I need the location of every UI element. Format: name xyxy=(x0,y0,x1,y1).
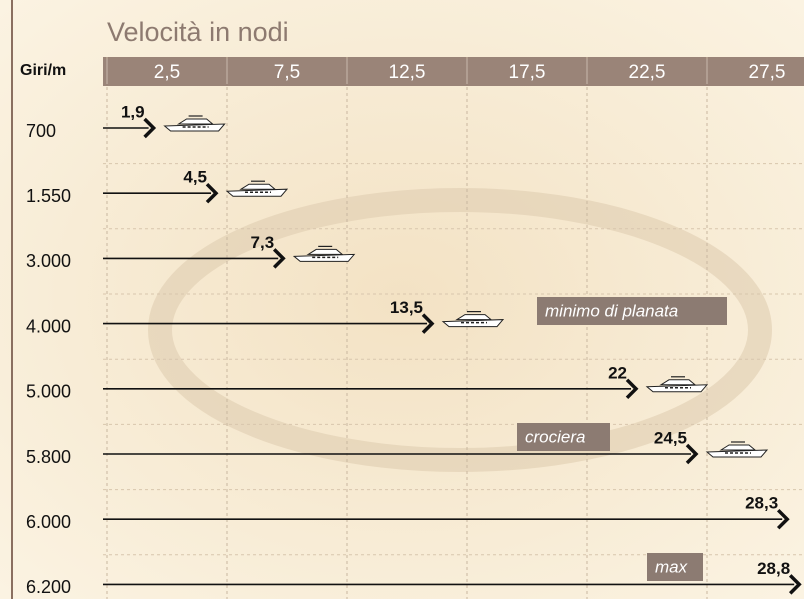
y-tick-label: 6.000 xyxy=(26,512,71,532)
y-tick-label: 6.200 xyxy=(26,577,71,597)
value-label: 13,5 xyxy=(390,298,423,317)
chart-title: Velocità in nodi xyxy=(107,17,289,47)
y-tick-label: 5.000 xyxy=(26,382,71,402)
value-label: 28,8 xyxy=(757,559,790,578)
annotation: minimo di planata xyxy=(545,301,678,320)
y-tick-label: 3.000 xyxy=(26,251,71,271)
chart: Velocità in nodi Giri/m 2,5 7,5 12,5 17,5 22… xyxy=(0,0,804,599)
value-label: 4,5 xyxy=(183,168,207,187)
value-label: 28,3 xyxy=(745,494,778,513)
x-tick-label: 17,5 xyxy=(509,62,546,83)
value-label: 1,9 xyxy=(121,102,145,121)
y-axis-title: Giri/m xyxy=(20,62,66,79)
x-tick-label: 7,5 xyxy=(274,62,300,83)
value-label: 24,5 xyxy=(654,428,687,447)
x-tick-label: 2,5 xyxy=(154,62,180,83)
y-tick-label: 700 xyxy=(26,121,56,141)
value-label: 7,3 xyxy=(251,233,275,252)
y-tick-label: 1.550 xyxy=(26,186,71,206)
x-tick-label: 12,5 xyxy=(389,62,426,83)
x-tick-label: 27,5 xyxy=(749,62,786,83)
x-tick-label: 22,5 xyxy=(629,62,666,83)
value-label: 22 xyxy=(608,363,627,382)
annotation: max xyxy=(655,557,688,576)
y-tick-label: 4.000 xyxy=(26,316,71,336)
annotation: crociera xyxy=(525,427,585,446)
y-tick-label: 5.800 xyxy=(26,447,71,467)
header-bar xyxy=(103,57,804,86)
